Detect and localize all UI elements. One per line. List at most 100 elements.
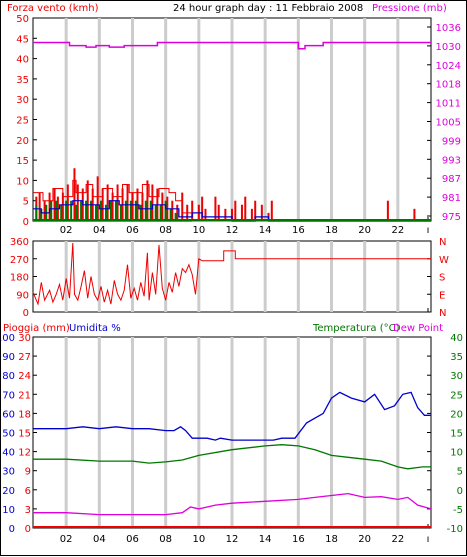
wind-y-tick-label: 25 — [16, 116, 29, 127]
temperature-y-tick-label: 5 — [457, 467, 463, 478]
humidity-label: Umidita % — [69, 323, 121, 334]
x-tick-label: ı — [427, 534, 430, 545]
mean-wind-bar — [119, 204, 122, 221]
gust-bar — [244, 196, 247, 221]
mean-wind-bar — [50, 200, 53, 221]
gust-bar — [250, 208, 253, 221]
dew-point-line — [33, 492, 432, 516]
humidity-y-tick-label: 80 — [2, 371, 15, 382]
x-tick-label: 16 — [292, 225, 305, 236]
gust-bar — [111, 192, 114, 221]
mean-wind-bar — [70, 200, 73, 221]
temperature-y-tick-label: 20 — [450, 409, 463, 420]
gust-bar — [66, 184, 69, 221]
direction-y-tick-label: 0 — [23, 308, 29, 319]
x-tick-label: 06 — [126, 225, 139, 236]
mean-wind-bar — [154, 204, 157, 221]
temperature-y-tick-label: 25 — [450, 390, 463, 401]
humidity-y-tick-label: 70 — [2, 390, 15, 401]
wind-speed-label: Forza vento (kmh) — [7, 3, 99, 14]
pressure-y-tick-label: 1036 — [436, 23, 461, 34]
humidity-y-tick-label: 60 — [2, 409, 15, 420]
mean-wind-bar — [80, 200, 83, 221]
pressure-y-tick-label: 1018 — [436, 80, 461, 91]
gust-bar — [116, 184, 119, 221]
gust-bar — [96, 176, 99, 221]
rain-y-tick-label: 15 — [18, 429, 31, 440]
gust-bar — [126, 184, 129, 221]
wind-y-tick-label: 35 — [16, 75, 29, 86]
rain-label: Pioggia (mm) — [3, 323, 70, 334]
wind-y-tick-label: 40 — [16, 55, 29, 66]
pressure-y-tick-label: 975 — [442, 212, 461, 223]
mean-wind-bar — [134, 200, 137, 221]
pressure-y-tick-label: 1011 — [436, 99, 461, 110]
humidity-y-tick-label: 10 — [2, 505, 15, 516]
mean-wind-bar — [55, 200, 58, 221]
gust-bar — [171, 200, 174, 221]
rain-y-tick-label: 3 — [25, 505, 31, 516]
pressure-line — [33, 41, 431, 50]
humidity-y-tick-label: 30 — [2, 467, 15, 478]
x-tick-label: 02 — [60, 225, 73, 236]
humidity-y-tick-label: 50 — [2, 429, 15, 440]
humidity-line — [33, 391, 431, 441]
gust-bar — [176, 204, 179, 221]
wind-y-tick-label: 10 — [16, 176, 29, 187]
rain-y-tick-label: 30 — [18, 333, 31, 344]
gust-line — [33, 179, 431, 222]
gust-bar — [146, 180, 149, 221]
temperature-label: Temperatura (°C) — [312, 323, 400, 334]
x-tick-label: 14 — [259, 534, 272, 545]
wind-y-tick-label: 5 — [23, 197, 29, 208]
gust-bar — [101, 188, 104, 221]
wind-y-tick-label: 15 — [16, 156, 29, 167]
x-tick-label: 10 — [192, 534, 205, 545]
wind-y-tick-label: 50 — [16, 14, 29, 25]
mean-wind-bar — [124, 200, 127, 221]
gust-bar — [141, 192, 144, 221]
gust-bar — [53, 188, 56, 221]
direction-compass-label: E — [439, 290, 445, 301]
mean-wind-bar — [75, 204, 78, 221]
gust-bar — [43, 200, 46, 221]
wind-y-tick-label: 30 — [16, 95, 29, 106]
direction-compass-label: N — [439, 308, 446, 319]
gust-bar — [201, 196, 204, 221]
pressure-y-tick-label: 993 — [442, 155, 461, 166]
direction-y-tick-label: 180 — [10, 273, 29, 284]
humidity-y-tick-label: 20 — [2, 486, 15, 497]
x-tick-label: 18 — [325, 225, 338, 236]
x-tick-label: 20 — [358, 225, 371, 236]
wind-y-tick-label: 20 — [16, 136, 29, 147]
rain-y-tick-label: 9 — [25, 467, 31, 478]
x-tick-label: 22 — [391, 225, 404, 236]
pressure-y-tick-label: 999 — [442, 136, 461, 147]
x-tick-label: 10 — [192, 225, 205, 236]
gust-bar — [76, 184, 79, 221]
direction-y-tick-label: 360 — [10, 237, 29, 248]
temperature-line — [33, 444, 431, 470]
mean-wind-bar — [164, 200, 167, 221]
temperature-y-tick-label: 10 — [450, 448, 463, 459]
mean-wind-bar — [40, 208, 43, 221]
x-tick-label: ı — [427, 1, 430, 4]
gust-bar — [214, 196, 217, 221]
mean-wind-bar — [139, 204, 142, 221]
direction-line — [32, 242, 431, 306]
gust-bar — [413, 208, 416, 221]
mean-wind-bar — [174, 212, 177, 221]
gust-bar — [161, 192, 164, 221]
direction-y-tick-label: 270 — [10, 255, 29, 266]
mean-wind-bar — [35, 204, 38, 221]
pressure-y-tick-label: 1030 — [436, 42, 461, 53]
rain-y-tick-label: 0 — [25, 524, 31, 535]
mean-wind-bar — [85, 200, 88, 221]
gust-bar — [217, 204, 220, 221]
pressure-y-tick-label: 1024 — [436, 61, 461, 72]
mean-wind-bar — [144, 200, 147, 221]
gust-bar — [231, 208, 233, 221]
mean-wind-bar — [169, 208, 172, 221]
